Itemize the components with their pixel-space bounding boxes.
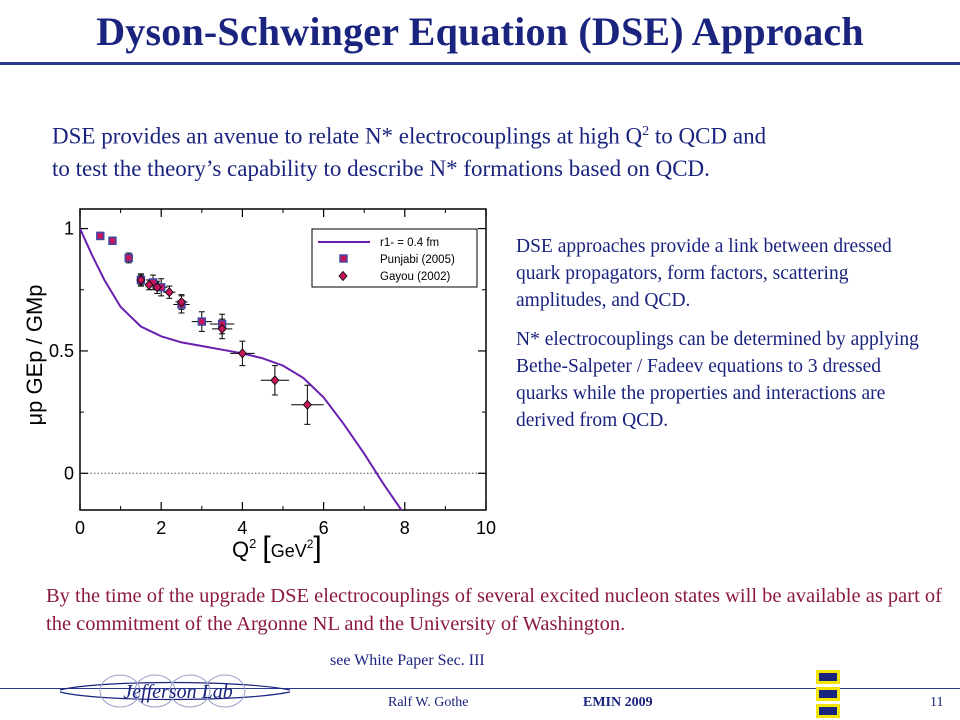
legend-punjabi-label: Punjabi (2005) [380, 254, 455, 266]
reference-text: see White Paper Sec. III [330, 652, 485, 669]
punjabi-point [108, 236, 117, 246]
x-tick-label: 4 [237, 518, 247, 538]
slide-title: Dyson-Schwinger Equation (DSE) Approach [96, 9, 864, 54]
x-tick-label: 2 [156, 518, 166, 538]
y-tick-label: 0 [64, 463, 74, 483]
x-tick-label: 6 [319, 518, 329, 538]
y-tick-label: 0.5 [49, 341, 74, 361]
footer-divider [0, 688, 960, 689]
x-tick-label: 8 [400, 518, 410, 538]
jlab-logo-text: Jefferson Lab [123, 681, 232, 703]
side-text: DSE approaches provide a link between dr… [516, 233, 936, 446]
x-axis-label: Q2 [GeV2] [232, 531, 322, 564]
y-axis-label: μp GEp / GMp [22, 284, 47, 425]
footer-author: Ralf W. Gothe [388, 695, 469, 710]
legend-curve-label: r1- = 0.4 fm [380, 237, 439, 249]
gayou-point [176, 296, 187, 308]
title-divider [0, 62, 960, 65]
gayou-point [302, 399, 312, 410]
punjabi-point [124, 253, 133, 263]
gayou-point [164, 287, 174, 298]
gayou-point [217, 323, 227, 335]
legend-gayou-swatch [338, 270, 348, 282]
gayou-point [152, 282, 162, 293]
side-paragraph-1: DSE approaches provide a link between dr… [516, 236, 892, 311]
gayou-point [144, 279, 154, 290]
intro-line1-b: to QCD and [649, 123, 767, 149]
y-tick-label: 1 [64, 219, 74, 239]
jefferson-lab-logo: Jefferson Lab [59, 674, 291, 708]
bottom-text: By the time of the upgrade DSE electroco… [46, 585, 943, 635]
x-tick-label: 10 [476, 518, 496, 538]
gayou-point [237, 348, 247, 359]
intro-text: DSE provides an avenue to relate N* elec… [52, 116, 932, 185]
gayou-point [136, 274, 146, 286]
footer-conference: EMIN 2009 [583, 695, 653, 710]
legend-gayou-label: Gayou (2002) [380, 271, 450, 283]
footer-page-number: 11 [930, 695, 944, 710]
x-tick-label: 0 [75, 518, 85, 538]
hadron-logo-icon [816, 670, 840, 718]
side-paragraph-2: N* electrocouplings can be determined by… [516, 329, 919, 431]
gayou-point [270, 375, 280, 386]
legend-punjabi-swatch [339, 254, 348, 263]
punjabi-point [197, 317, 207, 326]
intro-line1-a: DSE provides an avenue to relate N* elec… [52, 123, 643, 149]
chart-layer: 0 2 4 6 8 10 0 0.5 1 r1- = 0.4 fm Punjabi (2005) Ga… [22, 208, 496, 564]
intro-line2: to test the theory’s capability to descr… [52, 155, 710, 181]
intro-line1-sup: 2 [642, 124, 650, 139]
form-factor-chart: 0 2 4 6 8 10 0 0.5 1 r1- = 0.4 fm Punjabi (2005) Ga… [22, 208, 496, 564]
punjabi-point [96, 231, 105, 241]
